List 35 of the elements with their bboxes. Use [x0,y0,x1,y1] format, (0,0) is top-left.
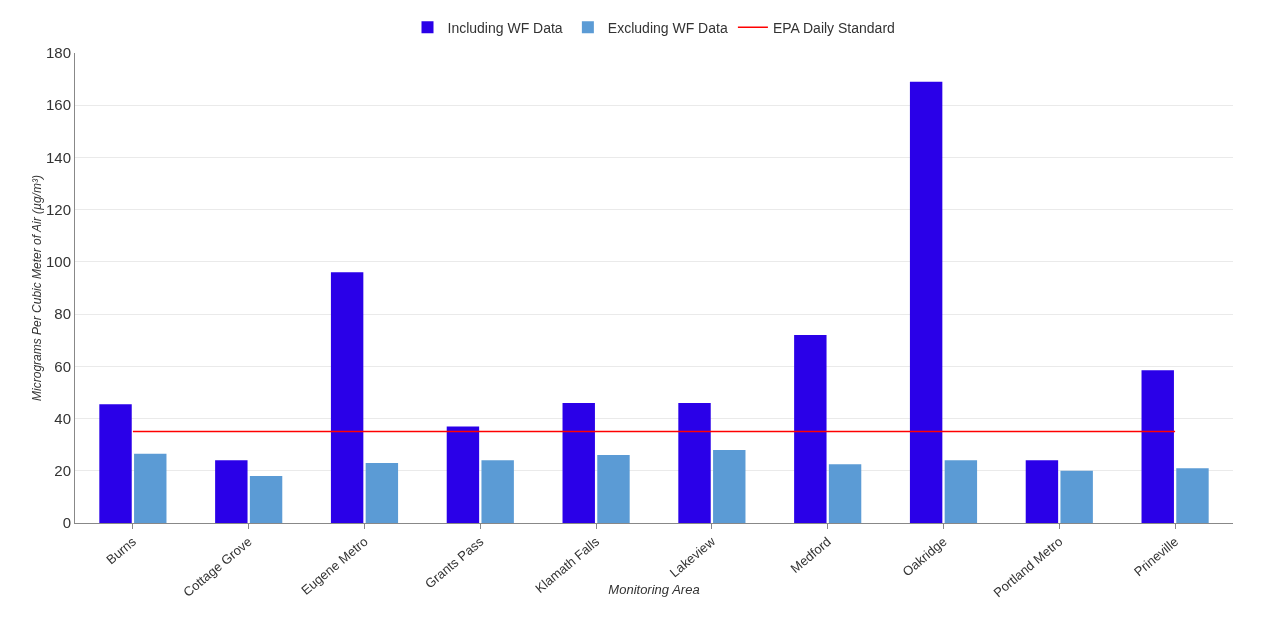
x-axis-title: Monitoring Area [608,582,700,598]
legend-label: EPA Daily Standard [772,19,895,36]
bar [330,272,364,523]
bar [597,455,630,523]
bar [365,462,399,523]
bar [1025,460,1059,523]
bar [828,464,862,523]
y-axis-title: Micrograms Per Cubic Meter of Air (µg/m³) [29,175,44,401]
bar [794,335,827,523]
bar [1060,470,1093,523]
bar [215,460,248,523]
bar [562,402,595,523]
bar [678,402,711,523]
bar [909,81,943,523]
y-tick-label: 100 [45,253,71,271]
bar [1141,370,1174,523]
y-tick-label: 60 [54,357,71,375]
y-tick-label: 180 [45,44,71,62]
bar [1176,468,1209,523]
bar [134,453,167,523]
bar [249,476,283,523]
bar [713,449,746,523]
legend-label: Excluding WF Data [607,19,728,36]
legend-label: Including WF Data [447,19,563,36]
bar [99,404,132,523]
bar [944,460,978,523]
y-tick-label: 40 [54,409,71,427]
y-tick-label: 140 [45,148,71,166]
bar [481,460,514,523]
bar [446,426,480,523]
y-tick-label: 120 [45,200,71,218]
y-tick-label: 20 [54,462,71,480]
y-tick-label: 160 [45,96,71,114]
y-tick-label: 80 [54,305,71,323]
y-tick-label: 0 [62,514,71,532]
